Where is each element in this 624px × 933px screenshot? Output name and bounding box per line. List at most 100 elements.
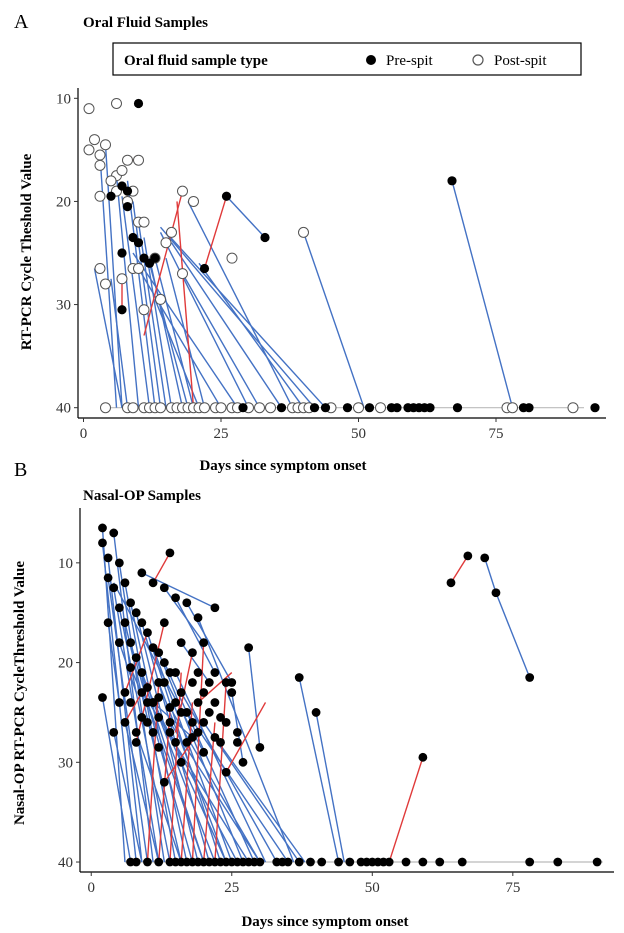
panel-b-point (457, 857, 467, 867)
panel-a-post-spit-point (133, 262, 144, 274)
panel-b-point (210, 732, 220, 742)
panel-b-y-tick-label: 10 (58, 556, 73, 572)
panel-b-increase-line (214, 682, 227, 863)
legend: Oral fluid sample type Pre-spit Post-spi… (112, 42, 582, 76)
panel-a-post-spit-point (155, 293, 166, 305)
panel-a-post-spit-point (160, 237, 172, 249)
panel-b-point (143, 628, 152, 638)
panel-b-point (98, 693, 107, 702)
panel-b-point (148, 727, 158, 737)
panel-b-point (193, 613, 203, 623)
panel-a-pre-spit-point (221, 191, 232, 201)
panel-b-point (199, 688, 209, 697)
panel-a-pre-spit-point (452, 403, 463, 413)
panel-b-point (114, 603, 124, 613)
panel-b-point (188, 678, 197, 687)
panel-b-point (255, 742, 265, 752)
panel-a-pre-spit-point (425, 403, 435, 413)
panel-a-x-tick-label: 75 (489, 426, 504, 442)
panel-a-post-spit-point (375, 402, 386, 414)
panel-b-increase-line (152, 552, 171, 584)
panel-b-decrease-line (113, 587, 160, 863)
panel-a: A Oral Fluid Samples Oral fluid sample t… (14, 11, 606, 474)
panel-b-point (384, 857, 394, 867)
panel-a-post-spit-point (507, 402, 518, 414)
panel-b-decrease-line (124, 722, 160, 863)
panel-a-post-spit-point (177, 268, 188, 280)
legend-post-spit-label: Post-spit (494, 53, 547, 69)
panel-a-post-spit-point (94, 149, 106, 161)
panel-a-y-tick-label: 20 (56, 194, 71, 210)
legend-box (112, 42, 582, 76)
panel-a-post-spit-point (83, 144, 95, 156)
panel-b-point (311, 708, 321, 717)
panel-b-point (216, 713, 225, 722)
panel-b-point (131, 608, 141, 618)
panel-b-decrease-line (107, 557, 143, 863)
panel-a-decrease-line (110, 278, 129, 408)
panel-b-point (120, 688, 130, 697)
panel-b-point (109, 727, 119, 737)
panel-a-post-spit-point (226, 252, 238, 264)
panel-a-post-spit-point (116, 165, 128, 176)
panel-b-point (103, 618, 113, 628)
panel-b-point (154, 742, 164, 752)
panel-b-point (171, 737, 180, 747)
panel-b-increase-line (146, 682, 160, 863)
panel-a-decrease-line (115, 175, 140, 408)
panel-a-increase-line (176, 201, 195, 408)
panel-b-point (221, 678, 231, 687)
panel-b-point (165, 727, 175, 737)
panel-a-decrease-line (132, 252, 239, 409)
panel-a-decrease-line (165, 231, 327, 409)
panel-b-point (491, 588, 501, 598)
panel-b-point (294, 857, 304, 867)
panel-a-decrease-line (181, 273, 261, 409)
panel-b-point (98, 538, 107, 548)
panel-a-decrease-line (137, 268, 222, 409)
panel-b-point (238, 757, 248, 767)
panel-b-point (126, 663, 135, 672)
panel-a-pre-spit-point (133, 238, 144, 248)
panel-b-point (109, 583, 119, 593)
panel-b-point (171, 698, 180, 707)
panel-a-decrease-line (225, 195, 266, 239)
panel-a-letter: A (14, 11, 29, 33)
panel-a-x-tick-label: 50 (351, 426, 366, 442)
panel-b-point (199, 718, 209, 727)
panel-a-post-spit-point (567, 402, 579, 414)
panel-b-point (244, 643, 254, 653)
panel-b-point (98, 523, 107, 533)
panel-b-point (143, 683, 152, 692)
panel-b-decrease-line (180, 692, 278, 863)
panel-a-post-spit-point (94, 190, 106, 202)
panel-a-post-spit-point (188, 195, 199, 207)
panel-b-decrease-line (214, 736, 306, 863)
panel-b-point (154, 713, 164, 722)
panel-b-point (294, 673, 304, 682)
panel-b-point (435, 857, 445, 867)
panel-b-point (143, 857, 152, 867)
panel-a-pre-spit-point (320, 403, 331, 413)
panel-b-point (159, 658, 169, 667)
panel-a-decrease-line (154, 257, 195, 408)
panel-b-decrease-line (129, 642, 194, 863)
panel-b-point (188, 648, 197, 658)
panel-a-decrease-line (121, 196, 151, 408)
panel-a-post-spit-point (100, 139, 111, 151)
panel-a-post-spit-point (353, 402, 364, 414)
panel-b-increase-line (202, 722, 216, 863)
panel-a-post-spit-point (138, 216, 150, 228)
panel-a-pre-spit-point (590, 403, 600, 413)
panel-a-decrease-line (132, 201, 162, 408)
panel-b-y-tick-label: 30 (58, 755, 73, 771)
panel-b-letter: B (14, 459, 27, 481)
panel-a-x-tick-label: 25 (214, 426, 229, 442)
panel-a-y-tick-label: 40 (56, 401, 71, 417)
panel-a-pre-spit-point (524, 403, 534, 413)
panel-a-pre-spit-point (199, 263, 210, 274)
panel-b-point (126, 598, 135, 608)
panel-b-point (525, 857, 535, 867)
panel-a-decrease-line (302, 232, 365, 408)
